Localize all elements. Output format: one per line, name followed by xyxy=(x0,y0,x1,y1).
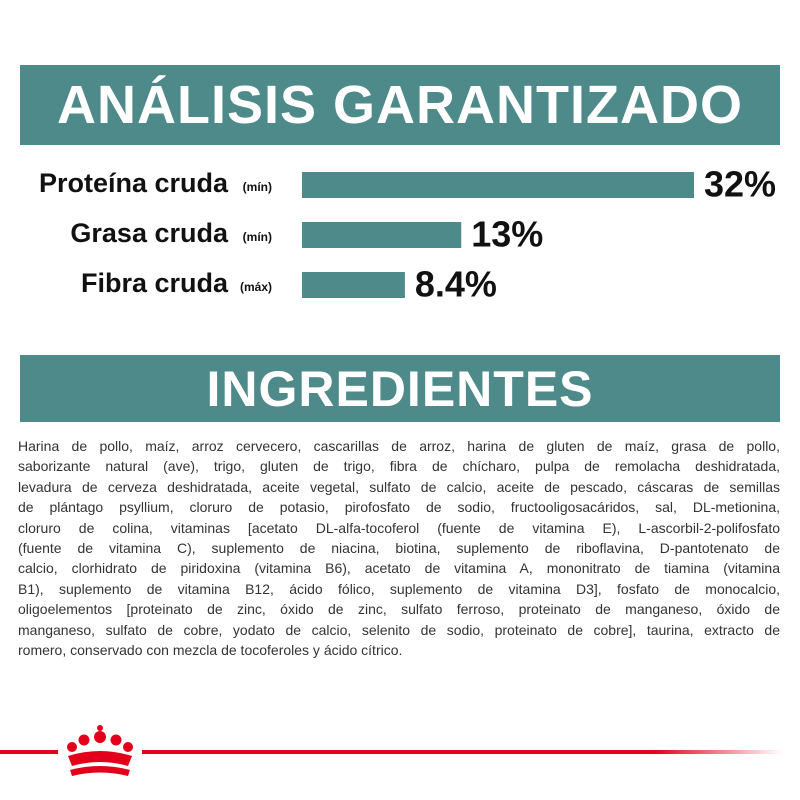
ingredients-line: cloruro de colina, vitaminas [acetato DL… xyxy=(18,519,780,536)
crown-logo xyxy=(67,725,133,776)
footer-decoration xyxy=(0,725,782,776)
ingredients-line: Harina de pollo, maíz, arroz cervecero, … xyxy=(18,438,780,454)
category-label: Grasa cruda xyxy=(70,218,229,248)
ingredients-line: calcio, clorhidrato de piridoxina (vitam… xyxy=(18,560,780,577)
chart: Proteína cruda (mín) 32% Grasa cruda (mín) 13… xyxy=(39,164,776,305)
category-qualifier: (mín) xyxy=(243,230,272,244)
category-label: Proteína cruda xyxy=(39,168,229,198)
ingredients-line: B1), suplemento de vitamina B12, ácido f… xyxy=(18,580,780,597)
bar xyxy=(302,222,462,248)
ingredients-line: oligoelementos [proteinato de zinc, óxid… xyxy=(18,601,780,618)
category-label: Fibra cruda xyxy=(81,268,229,298)
bar xyxy=(302,172,694,198)
ingredients-text: Harina de pollo, maíz, arroz cervecero, … xyxy=(18,436,780,660)
ingredients-line: de plántago psyllium, cloruro de potasio… xyxy=(18,499,780,516)
ingredients-line: manganeso, sulfato de cobre, yodato de c… xyxy=(18,621,780,638)
ingredients-line: romero, conservado con mezcla de tocofer… xyxy=(18,642,403,659)
value-label: 32% xyxy=(704,164,776,205)
bar xyxy=(302,272,405,298)
ingredients-line: saborizante natural (ave), trigo, gluten… xyxy=(18,458,780,475)
ingredients-line: levadura de cerveza deshidratada, aceite… xyxy=(18,478,780,495)
section-title: INGREDIENTES xyxy=(20,355,780,422)
red-line xyxy=(142,750,782,754)
section-title: ANÁLISIS GARANTIZADO xyxy=(20,65,780,145)
value-label: 8.4% xyxy=(415,264,497,305)
ingredients-line: (fuente de vitamina C), suplemento de ni… xyxy=(18,540,780,557)
category-qualifier: (mín) xyxy=(243,180,272,194)
value-label: 13% xyxy=(471,214,543,255)
red-line xyxy=(0,750,58,754)
category-qualifier: (máx) xyxy=(240,280,272,294)
